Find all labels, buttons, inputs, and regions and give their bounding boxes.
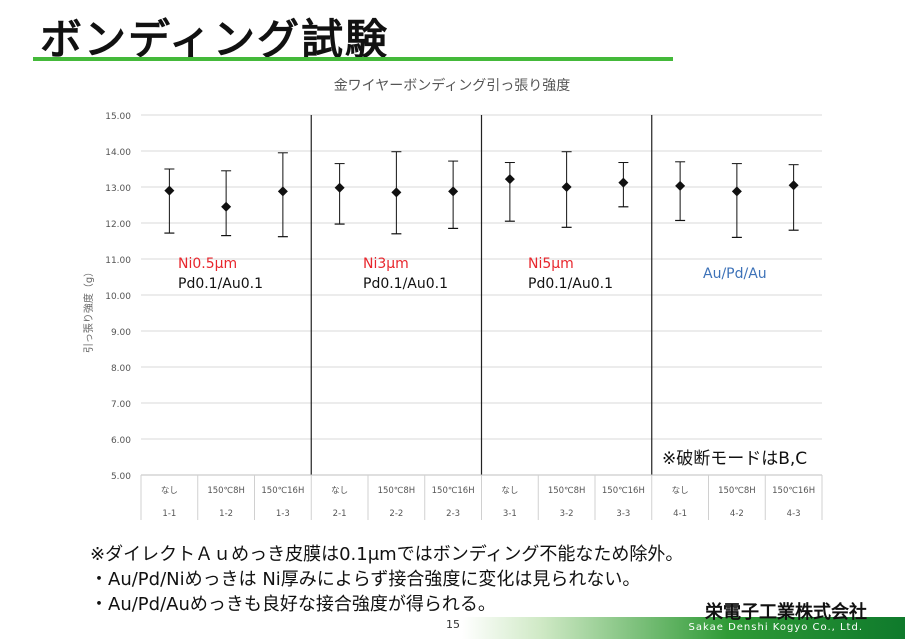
data-point [448,186,459,197]
category-id: 1-1 [162,509,176,519]
data-point [164,185,175,196]
category-id: 1-3 [276,509,290,519]
data-point [221,201,232,212]
group-label-secondary: Pd0.1/Au0.1 [178,276,263,292]
note-line-2: ・Au/Pd/Niめっきは Ni厚みによらず接合強度に変化は見られない。 [90,569,641,590]
chart-title: 金ワイヤーボンディング引っ張り強度 [334,77,571,94]
data-points [164,174,799,212]
category-label: 150℃16H [261,486,304,496]
company-name: 栄電子工業株式会社 [705,602,867,623]
category-id: 3-3 [616,509,630,519]
group-label-primary: Ni5μm [528,256,574,272]
title-underline [33,57,673,61]
company-name-english: Sakae Denshi Kogyo Co., Ltd. [688,622,863,633]
group-label-primary: Ni0.5μm [178,256,237,272]
y-tick-label: 10.00 [105,292,131,302]
y-tick-label: 11.00 [105,256,131,266]
y-tick-label: 6.00 [111,436,131,446]
category-id: 3-1 [503,509,517,519]
y-tick-label: 15.00 [105,112,131,122]
slide-title: ボンディング試験 [40,15,390,64]
group-label-secondary: Pd0.1/Au0.1 [528,276,613,292]
y-tick-label: 14.00 [105,148,131,158]
category-id: 4-2 [730,509,744,519]
y-tick-label: 13.00 [105,184,131,194]
category-id: 2-1 [333,509,347,519]
data-point [788,180,799,191]
category-label: 150℃16H [602,486,645,496]
data-point [675,180,686,191]
data-point [561,182,572,192]
y-tick-label: 12.00 [105,220,131,230]
category-id: 4-1 [673,509,687,519]
note-line-3: ・Au/Pd/Auめっきも良好な接合強度が得られる。 [90,594,496,615]
failure-mode-note: ※破断モードはB,C [662,449,807,469]
category-label: なし [331,486,348,496]
y-tick-label: 9.00 [111,328,131,338]
data-point [277,186,288,197]
group-separators [310,115,653,475]
category-label: 150℃8H [548,486,586,496]
y-tick-labels: 5.00 6.00 7.00 8.00 9.00 10.00 11.00 12.00 13.00… [105,112,131,482]
page-number: 15 [446,618,460,631]
group-labels: Ni0.5μm Pd0.1/Au0.1 Ni3μm Pd0.1/Au0.1 Ni5μm P… [178,256,767,292]
category-label: 150℃8H [378,486,416,496]
x-category-table: なし 1-1 150℃8H 1-2 150℃16H 1-3 なし 2-1 150℃8H 2-2 15… [140,474,823,520]
y-tick-label: 5.00 [111,472,131,482]
data-point [391,187,402,198]
data-point [504,174,515,185]
y-axis-label: 引っ張り強度（g） [82,267,95,353]
y-tick-label: 7.00 [111,400,131,410]
note-line-1: ※ダイレクトＡｕめっき皮膜は0.1μmではボンディング不能なため除外。 [90,544,684,565]
category-id: 4-3 [787,509,801,519]
category-label: 150℃8H [207,486,245,496]
y-tick-label: 8.00 [111,364,131,374]
data-point [731,186,742,197]
category-label: なし [161,486,178,496]
category-id: 2-3 [446,509,460,519]
category-id: 2-2 [389,509,403,519]
group-label-secondary: Pd0.1/Au0.1 [363,276,448,292]
category-label: なし [672,486,689,496]
footer-band [462,617,905,639]
category-id: 3-2 [560,509,574,519]
category-label: なし [501,486,518,496]
category-label: 150℃16H [432,486,475,496]
group-label-primary: Au/Pd/Au [703,266,767,282]
category-id: 1-2 [219,509,233,519]
data-point [618,177,629,188]
data-point [334,182,345,193]
category-label: 150℃16H [772,486,815,496]
group-label-primary: Ni3μm [363,256,409,272]
category-label: 150℃8H [718,486,756,496]
